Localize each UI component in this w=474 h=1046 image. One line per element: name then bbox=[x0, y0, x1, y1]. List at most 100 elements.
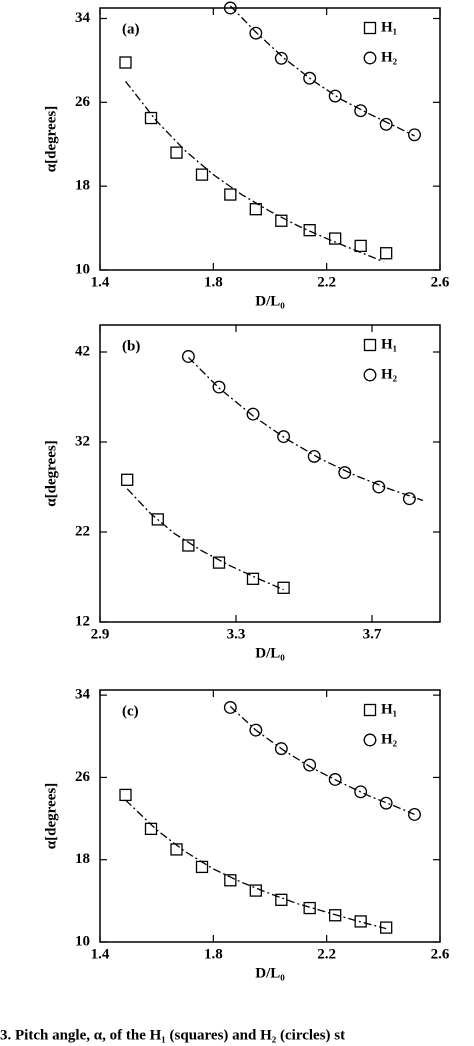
square-marker bbox=[195, 860, 209, 874]
y-tick-label: 22 bbox=[75, 523, 90, 539]
square-marker bbox=[277, 581, 290, 594]
circle-marker bbox=[303, 71, 317, 85]
x-tick-label: 2.6 bbox=[431, 946, 450, 962]
circle-marker bbox=[249, 26, 263, 40]
square-marker bbox=[212, 556, 226, 569]
legend-marker bbox=[363, 338, 377, 352]
y-tick-label: 34 bbox=[75, 687, 91, 703]
fit-curve bbox=[124, 80, 384, 263]
y-axis-label: α[degrees] bbox=[43, 440, 59, 506]
y-axis-label: α[degrees] bbox=[43, 106, 59, 172]
circle-marker bbox=[379, 796, 393, 810]
square-marker bbox=[224, 874, 237, 887]
y-tick-label: 32 bbox=[75, 433, 90, 449]
panel-label: (b) bbox=[122, 338, 140, 354]
y-tick-label: 42 bbox=[75, 343, 90, 359]
fit-curve bbox=[229, 705, 415, 816]
circle-marker bbox=[338, 466, 352, 480]
circle-marker bbox=[223, 1, 237, 15]
plot-frame bbox=[99, 689, 441, 943]
x-tick-label: 1.8 bbox=[204, 274, 223, 290]
legend-marker bbox=[363, 733, 377, 747]
legend-label: H₁ bbox=[381, 336, 397, 352]
y-tick-label: 10 bbox=[75, 933, 90, 949]
legend-marker bbox=[363, 368, 377, 382]
square-marker bbox=[249, 203, 262, 216]
square-marker bbox=[329, 232, 342, 245]
panel: 12 22 32 42 2.9 3.3 3.7 D/L₀ α[degrees] (b) H₁ H₂ bbox=[43, 324, 441, 661]
square-marker bbox=[151, 513, 164, 526]
square-marker bbox=[144, 111, 158, 125]
square-marker bbox=[119, 56, 132, 69]
circle-marker bbox=[328, 89, 342, 103]
y-tick-label: 18 bbox=[75, 851, 90, 867]
square-marker bbox=[144, 822, 158, 836]
circle-marker bbox=[303, 758, 317, 772]
circle-marker bbox=[372, 480, 386, 494]
circle-marker bbox=[246, 407, 260, 421]
circle-marker bbox=[402, 492, 416, 506]
legend-label: H₁ bbox=[381, 701, 397, 717]
x-tick-label: 2.2 bbox=[317, 946, 336, 962]
square-marker bbox=[224, 188, 237, 201]
y-tick-label: 10 bbox=[75, 261, 90, 277]
square-marker bbox=[195, 168, 209, 181]
circle-marker bbox=[408, 128, 421, 142]
y-tick-label: 26 bbox=[75, 769, 91, 785]
square-marker bbox=[119, 788, 132, 802]
plot-frame bbox=[99, 324, 441, 623]
circle-marker bbox=[223, 701, 237, 714]
y-tick-label: 12 bbox=[75, 613, 90, 629]
legend-label: H₂ bbox=[381, 49, 398, 65]
y-tick-label: 26 bbox=[75, 94, 91, 110]
fit-curve bbox=[125, 799, 387, 930]
panel-label: (c) bbox=[122, 703, 139, 719]
panel-label: (a) bbox=[122, 21, 140, 37]
y-axis-label: α[degrees] bbox=[43, 783, 59, 849]
legend-label: H₂ bbox=[381, 731, 398, 747]
circle-marker bbox=[212, 380, 226, 394]
square-marker bbox=[275, 214, 288, 227]
square-marker bbox=[329, 909, 342, 922]
square-marker bbox=[170, 146, 183, 159]
x-axis-label: D/L₀ bbox=[255, 293, 285, 309]
square-marker bbox=[275, 893, 288, 906]
x-tick-label: 1.8 bbox=[204, 946, 223, 962]
legend-marker bbox=[363, 703, 377, 717]
legend-label: H₁ bbox=[381, 19, 397, 35]
fit-curve bbox=[229, 5, 415, 137]
circle-marker bbox=[274, 742, 288, 756]
circle-marker bbox=[277, 430, 291, 444]
fit-curve bbox=[126, 488, 284, 591]
x-tick-label: 2.9 bbox=[91, 626, 110, 642]
square-marker bbox=[303, 224, 316, 237]
y-tick-label: 18 bbox=[75, 178, 90, 194]
legend-marker bbox=[363, 51, 377, 65]
circle-marker bbox=[249, 723, 263, 737]
x-tick-label: 2.6 bbox=[431, 274, 450, 290]
circle-marker bbox=[274, 51, 288, 65]
legend-label: H₂ bbox=[381, 366, 398, 382]
panel: 10 18 26 34 1.4 1.8 2.2 2.6 D/L₀ α[degrees] (c) H₁ H… bbox=[43, 687, 449, 982]
plot-frame bbox=[99, 7, 441, 271]
square-marker bbox=[303, 901, 316, 915]
x-tick-label: 1.4 bbox=[91, 946, 110, 962]
x-axis-label: D/L₀ bbox=[255, 645, 285, 661]
square-marker bbox=[182, 539, 195, 552]
x-tick-label: 3.3 bbox=[227, 626, 246, 642]
square-marker bbox=[380, 247, 393, 260]
square-marker bbox=[354, 915, 367, 928]
panel: 10 18 26 34 1.4 1.8 2.2 2.6 D/L₀ α[degrees] (a) H₁ H… bbox=[43, 1, 450, 309]
legend-marker bbox=[363, 21, 377, 35]
circle-marker bbox=[379, 117, 393, 131]
square-marker bbox=[246, 572, 260, 585]
circle-marker bbox=[328, 773, 342, 786]
circle-marker bbox=[354, 104, 368, 118]
square-marker bbox=[170, 843, 183, 856]
x-tick-label: 1.4 bbox=[91, 274, 110, 290]
fit-curve bbox=[187, 356, 424, 502]
square-marker bbox=[354, 239, 367, 253]
square-marker bbox=[249, 884, 262, 897]
circle-marker bbox=[181, 350, 195, 363]
